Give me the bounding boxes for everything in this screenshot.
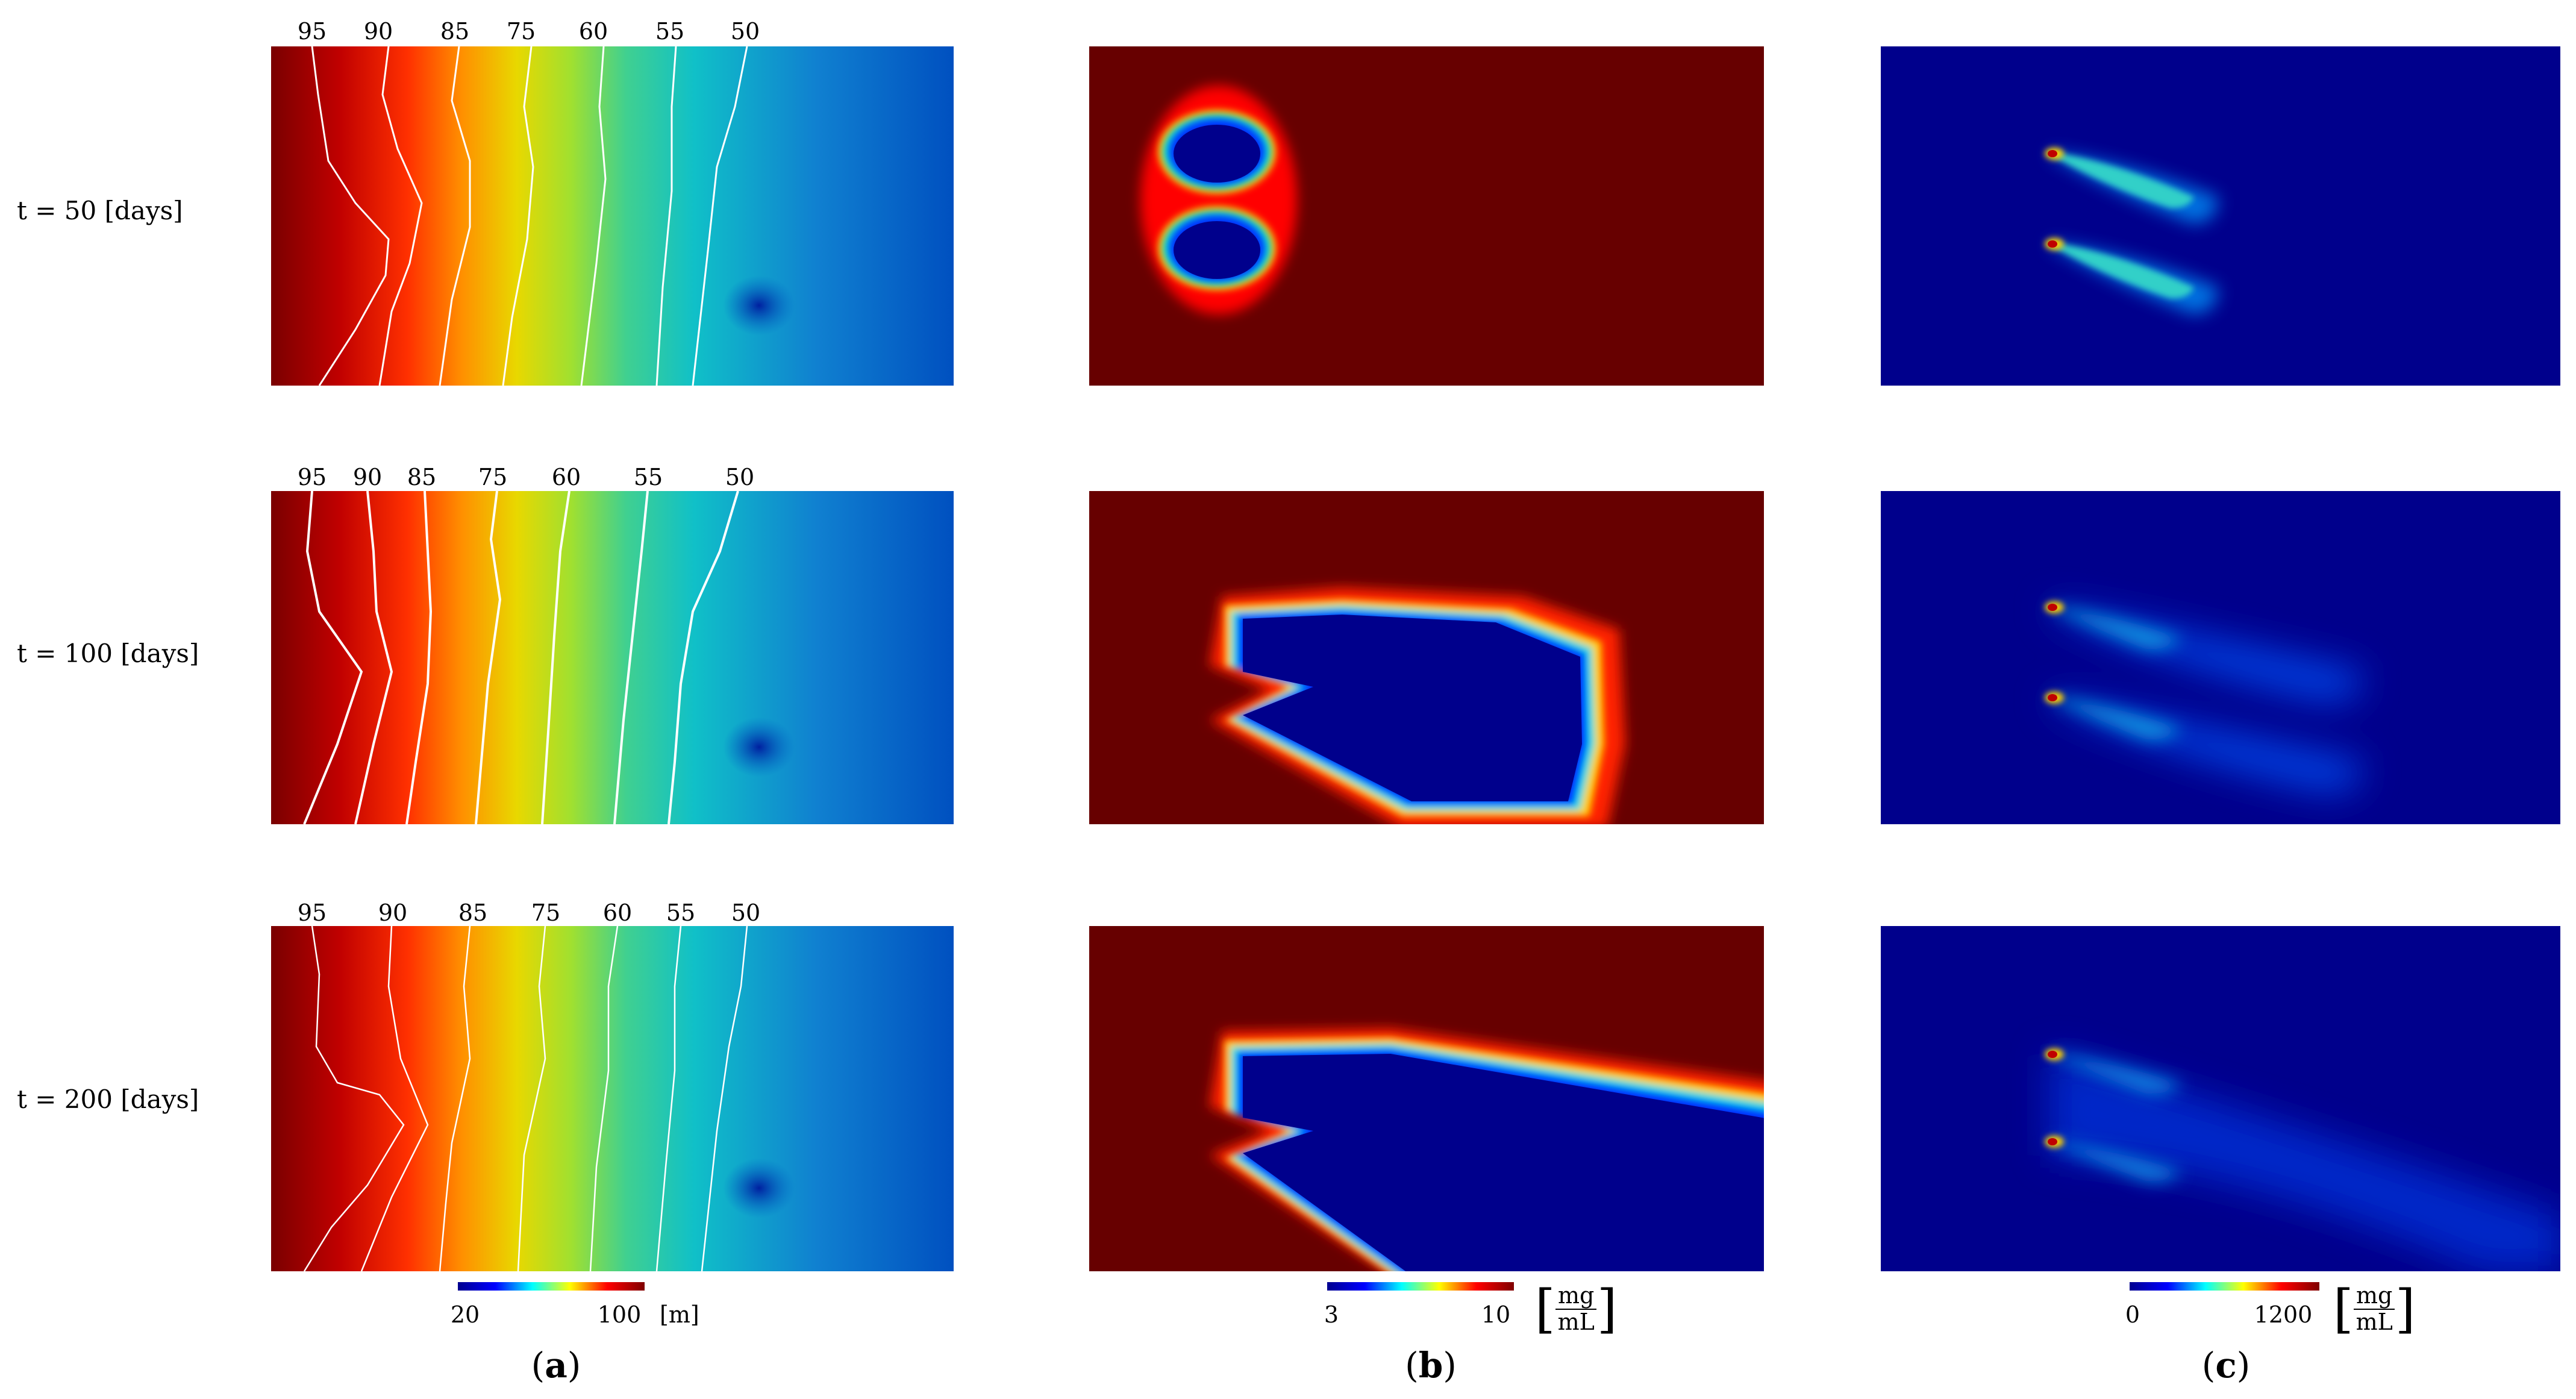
- subfigure-label-c: (c): [2201, 1345, 2251, 1386]
- row-label-t50: t = 50 [days]: [17, 196, 183, 225]
- subfigure-label-a: (a): [531, 1345, 581, 1386]
- contour-label-85: 85: [458, 900, 488, 926]
- contour-label-55: 55: [666, 900, 696, 926]
- colorbar-oxygen-max: 10: [1481, 1301, 1511, 1328]
- plume-map-t200: [1881, 926, 2560, 1271]
- contour-label-95: 95: [297, 18, 327, 45]
- colorbar-oxygen-unit: [mg mL]: [1535, 1279, 1618, 1339]
- plume-map-t50: [1881, 46, 2560, 386]
- colorbar-plume-min: 0: [2125, 1301, 2140, 1328]
- contour-label-85: 85: [407, 464, 437, 490]
- row-label-t200: t = 200 [days]: [17, 1084, 199, 1114]
- contour-label-90: 90: [352, 464, 383, 490]
- contour-label-55: 55: [655, 18, 685, 45]
- contour-label-75: 75: [506, 18, 536, 45]
- head-map-t100: [271, 491, 954, 824]
- contour-label-90: 90: [378, 900, 408, 926]
- colorbar-head-max: 100: [597, 1301, 642, 1328]
- contour-label-90: 90: [363, 18, 393, 45]
- subfigure-label-b: (b): [1405, 1345, 1457, 1386]
- oxygen-map-t200: [1089, 926, 1764, 1271]
- contour-label-75: 75: [531, 900, 561, 926]
- oxygen-map-t100: [1089, 491, 1764, 824]
- contour-label-50: 50: [730, 18, 760, 45]
- colorbar-head: [458, 1282, 645, 1291]
- colorbar-head-min: 20: [450, 1301, 480, 1328]
- colorbar-head-unit: [m]: [660, 1301, 699, 1328]
- colorbar-plume-max: 1200: [2254, 1301, 2313, 1328]
- contour-label-50: 50: [725, 464, 755, 490]
- contour-label-60: 60: [578, 18, 608, 45]
- contour-label-55: 55: [633, 464, 663, 490]
- head-map-t50: [271, 46, 954, 386]
- contour-label-60: 60: [602, 900, 633, 926]
- contour-label-95: 95: [297, 900, 327, 926]
- colorbar-oxygen-min: 3: [1324, 1301, 1339, 1328]
- contour-label-60: 60: [551, 464, 581, 490]
- oxygen-map-t50: [1089, 46, 1764, 386]
- contour-label-75: 75: [478, 464, 508, 490]
- contour-label-85: 85: [440, 18, 470, 45]
- contour-label-50: 50: [731, 900, 761, 926]
- colorbar-plume: [2130, 1282, 2319, 1291]
- colorbar-oxygen: [1327, 1282, 1514, 1291]
- plume-map-t100: [1881, 491, 2560, 824]
- colorbar-plume-unit: [mg mL]: [2333, 1279, 2416, 1339]
- head-map-t200: [271, 926, 954, 1271]
- contour-label-95: 95: [297, 464, 327, 490]
- row-label-t100: t = 100 [days]: [17, 639, 199, 668]
